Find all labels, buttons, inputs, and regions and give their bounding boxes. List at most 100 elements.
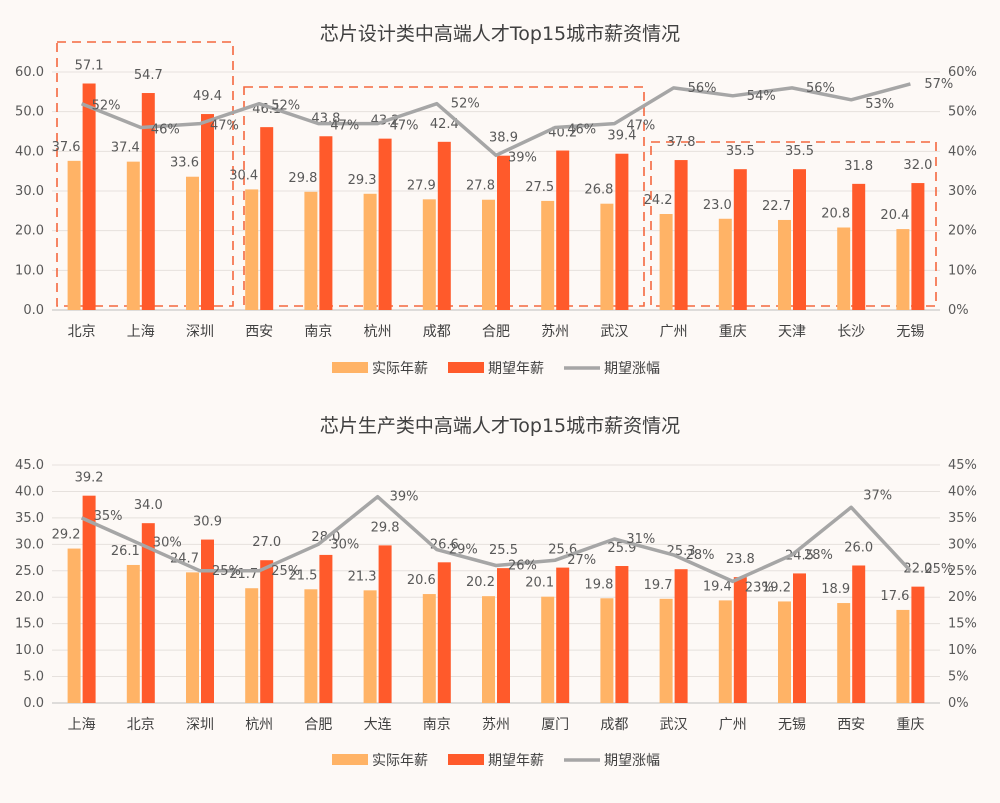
bar-actual-salary [186, 572, 199, 703]
bar-expected-salary [437, 141, 451, 310]
bar-expected-salary [260, 560, 274, 703]
data-label-growth: 53% [865, 97, 894, 112]
bar-expected-salary [378, 545, 392, 703]
data-label-actual: 26.8 [584, 183, 613, 198]
data-label-expected: 32.0 [903, 158, 932, 173]
data-label-actual: 19.8 [584, 577, 613, 592]
category-label: 大连 [364, 717, 392, 733]
data-label-actual: 27.8 [466, 179, 495, 194]
data-label-expected: 24.5 [785, 548, 814, 563]
chart-panel-1: 芯片设计类中高端人才Top15城市薪资情况 0.0 10.0 20.0 30.0 40.0… [15, 23, 977, 377]
legend-swatch-actual [332, 362, 368, 373]
data-label-expected: 54.7 [134, 68, 163, 83]
right-tick-label: 20% [948, 224, 977, 239]
bar-expected-salary [141, 523, 155, 703]
category-label: 厦门 [541, 717, 569, 733]
data-label-growth: 52% [271, 99, 300, 114]
data-label-actual: 20.2 [466, 575, 495, 590]
data-label-expected: 23.8 [726, 552, 755, 567]
data-label-growth: 26% [508, 558, 537, 573]
left-tick-label: 40.0 [15, 144, 44, 159]
category-label: 广州 [660, 324, 688, 340]
data-label-actual: 29.2 [52, 528, 81, 543]
data-label-growth: 37% [863, 488, 892, 503]
growth-line [80, 82, 911, 158]
bar-expected-salary [556, 567, 570, 703]
chart-panel-2: 芯片生产类中高端人才Top15城市薪资情况 0.0 5.0 10.0 15.0 20.0 2… [15, 415, 977, 769]
right-tick-label: 0% [948, 303, 969, 318]
bar-expected-salary [733, 577, 747, 703]
bar-expected-salary [852, 183, 866, 310]
bar-actual-salary [67, 160, 81, 310]
bar-actual-salary [659, 598, 673, 703]
data-label-growth: 30% [330, 537, 359, 552]
category-label: 长沙 [837, 324, 865, 340]
data-label-expected: 35.5 [726, 144, 755, 159]
bar-actual-salary [126, 564, 140, 703]
category-label: 上海 [68, 717, 96, 733]
left-tick-label: 30.0 [15, 537, 44, 552]
bar-actual-salary [718, 218, 732, 310]
bar-expected-salary [911, 586, 925, 703]
right-tick-label: 35% [948, 511, 977, 526]
category-label: 武汉 [660, 717, 688, 733]
left-tick-label: 60.0 [15, 65, 44, 80]
legend-label-actual: 实际年薪 [372, 361, 428, 377]
category-label: 深圳 [186, 717, 214, 733]
data-label-growth: 47% [390, 119, 419, 134]
legend-label-actual: 实际年薪 [372, 753, 428, 769]
bar-actual-salary [363, 590, 377, 703]
category-label: 无锡 [896, 324, 924, 340]
category-label: 上海 [127, 324, 155, 340]
category-label: 广州 [719, 717, 747, 733]
data-label-growth: 30% [153, 535, 182, 550]
category-label: 无锡 [778, 717, 806, 733]
bar-actual-salary [600, 598, 614, 703]
bar-expected-salary [793, 573, 806, 703]
data-label-growth: 27% [567, 553, 596, 568]
chart-title: 芯片设计类中高端人才Top15城市薪资情况 [320, 23, 680, 45]
data-label-growth: 29% [449, 543, 478, 558]
data-label-actual: 20.4 [880, 208, 909, 223]
bar-actual-salary [659, 214, 673, 310]
data-label-actual: 29.3 [348, 173, 377, 188]
right-tick-label: 15% [948, 617, 977, 632]
left-tick-label: 30.0 [15, 184, 44, 199]
data-label-expected: 30.9 [193, 515, 222, 530]
bar-expected-salary [793, 169, 806, 310]
bar-actual-salary [245, 588, 259, 703]
bar-expected-salary [319, 136, 333, 310]
bar-actual-salary [304, 191, 318, 310]
data-label-expected: 42.4 [430, 117, 459, 132]
data-label-growth: 23% [745, 580, 774, 595]
bar-expected-salary [615, 153, 629, 310]
category-label: 成都 [423, 324, 451, 340]
bar-actual-salary [186, 176, 199, 310]
bar-expected-salary [733, 169, 747, 310]
data-label-growth: 52% [92, 99, 121, 114]
category-label: 北京 [127, 717, 155, 733]
legend-swatch-actual [332, 754, 368, 765]
data-label-expected: 25.5 [489, 543, 518, 558]
data-label-expected: 34.0 [134, 498, 163, 513]
legend-label-growth: 期望涨幅 [604, 753, 660, 769]
data-label-actual: 18.9 [821, 582, 850, 597]
data-label-growth: 31% [626, 532, 655, 547]
category-label: 天津 [778, 324, 806, 340]
left-tick-label: 45.0 [15, 458, 44, 473]
left-tick-label: 0.0 [23, 696, 44, 711]
data-label-growth: 47% [210, 119, 239, 134]
data-label-growth: 39% [390, 490, 419, 505]
category-label: 西安 [245, 324, 273, 340]
data-label-expected: 26.0 [844, 540, 873, 555]
category-label: 南京 [423, 717, 451, 733]
bar-actual-salary [363, 193, 377, 310]
bar-expected-salary [556, 150, 570, 310]
category-label: 苏州 [541, 324, 569, 340]
right-tick-label: 60% [948, 65, 977, 80]
bar-actual-salary [778, 219, 791, 310]
bar-expected-salary [260, 127, 274, 311]
bar-actual-salary [67, 548, 81, 703]
bar-expected-salary [497, 568, 510, 703]
data-label-growth: 28% [686, 548, 715, 563]
